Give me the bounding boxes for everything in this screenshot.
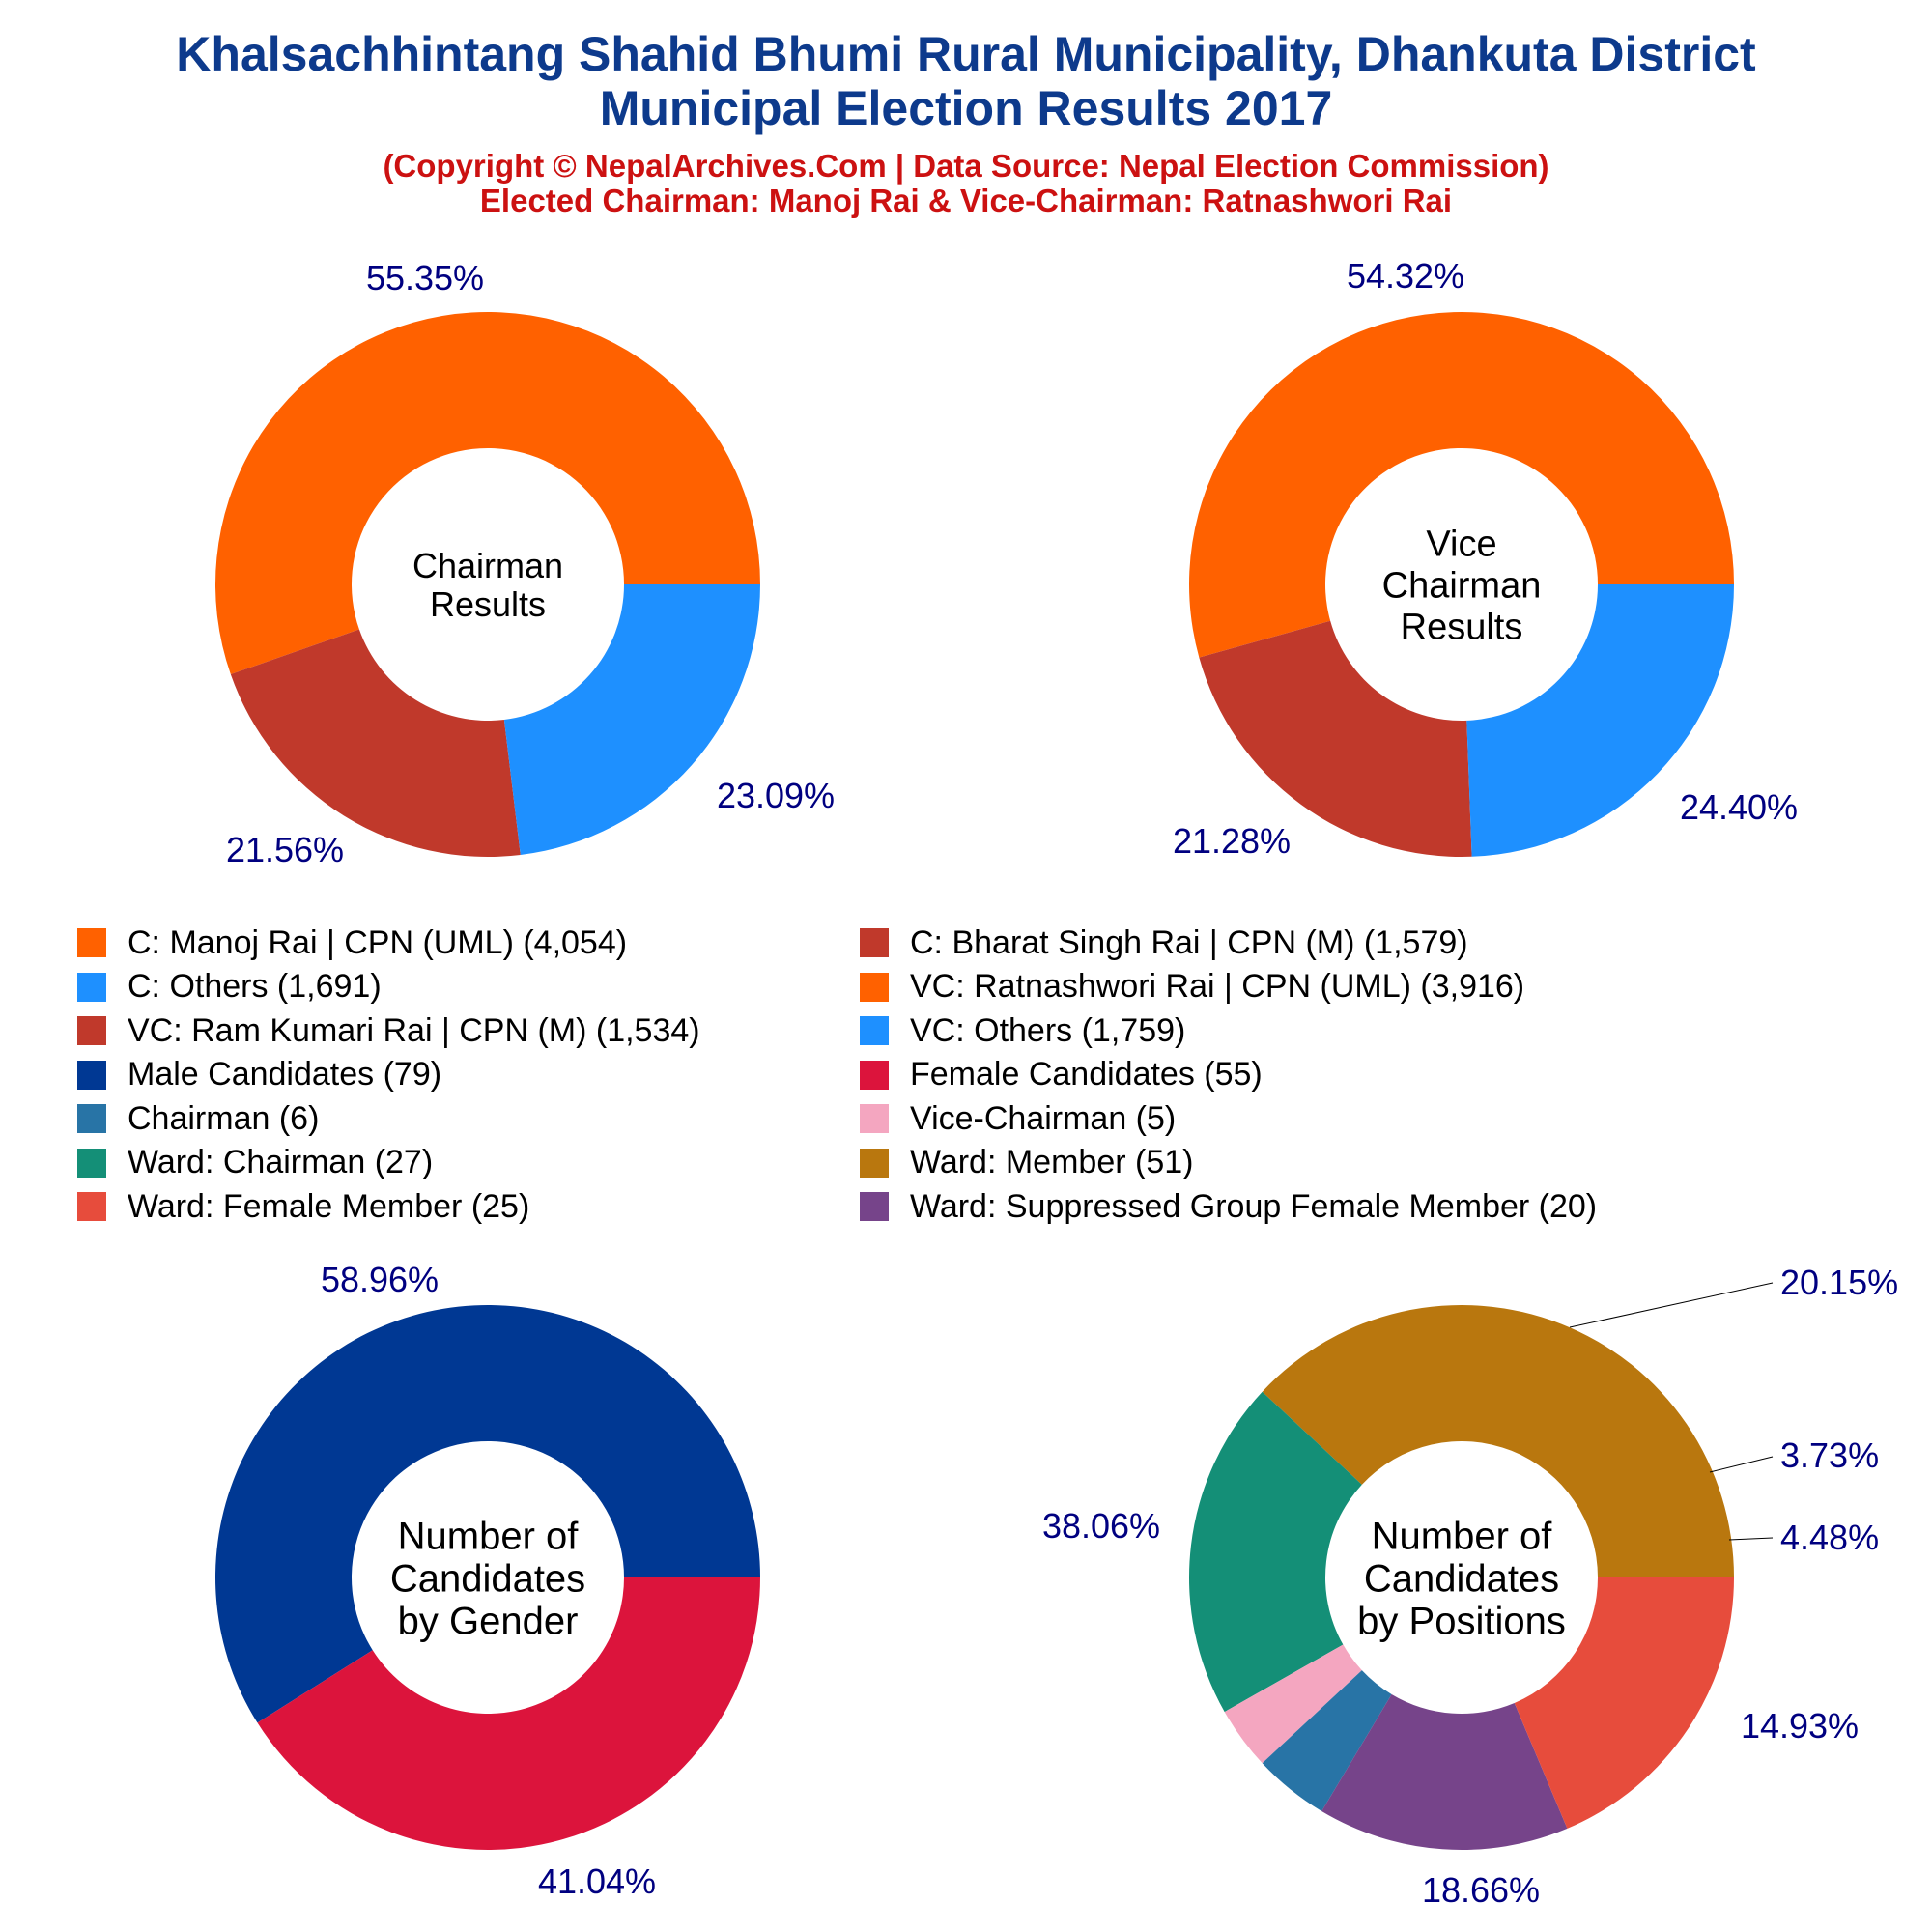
- pie-slice: [1189, 311, 1734, 658]
- label-leader-line: [1709, 1456, 1774, 1473]
- pie-slice: [1514, 1577, 1734, 1829]
- elected-subtitle: Elected Chairman: Manoj Rai & Vice-Chair…: [479, 183, 1453, 218]
- pie-slice: [1466, 584, 1734, 857]
- percent-label: 18.66%: [1422, 1870, 1540, 1910]
- pie-slice: [1262, 1305, 1734, 1577]
- center-label: Results: [1401, 608, 1523, 648]
- percent-label: 24.40%: [1680, 787, 1798, 827]
- pie-slice: [1189, 1391, 1362, 1713]
- center-label: Number of: [1372, 1515, 1553, 1557]
- center-label: Candidates: [1364, 1557, 1559, 1600]
- percent-label: 23.09%: [717, 776, 835, 815]
- center-label: Results: [430, 584, 546, 624]
- chart-title-line2: Municipal Election Results 2017: [599, 81, 1333, 135]
- pie-slice: [1224, 1644, 1362, 1764]
- pie-slice: [257, 1577, 761, 1851]
- percent-label: 55.35%: [366, 258, 484, 298]
- label-leader-line: [1728, 1537, 1774, 1541]
- pie-slice: [214, 312, 761, 675]
- center-label: Number of: [398, 1515, 580, 1557]
- percent-label: 21.28%: [1173, 821, 1291, 861]
- percent-label: 21.56%: [226, 830, 344, 869]
- pie-slice: [1199, 620, 1472, 857]
- percent-label: 38.06%: [1042, 1506, 1160, 1546]
- center-label: by Gender: [398, 1600, 579, 1642]
- label-leader-line: [1569, 1282, 1774, 1328]
- center-label: Vice: [1426, 525, 1496, 565]
- percent-label: 54.32%: [1347, 256, 1464, 296]
- center-label: Chairman: [412, 546, 563, 585]
- pie-slice: [230, 629, 521, 857]
- chart-title-line1: Khalsachhintang Shahid Bhumi Rural Munic…: [176, 27, 1756, 81]
- copyright-subtitle: (Copyright © NepalArchives.Com | Data So…: [383, 148, 1549, 184]
- center-label: Candidates: [390, 1557, 585, 1600]
- pie-slice: [214, 1304, 760, 1723]
- center-label: by Positions: [1357, 1600, 1566, 1642]
- percent-label: 58.96%: [321, 1260, 439, 1299]
- percent-label: 3.73%: [1780, 1435, 1879, 1475]
- percent-label: 41.04%: [538, 1861, 656, 1901]
- percent-label: 4.48%: [1780, 1518, 1879, 1557]
- pie-slice: [503, 584, 760, 855]
- pie-slice: [1321, 1693, 1568, 1850]
- percent-label: 20.15%: [1780, 1263, 1898, 1302]
- center-label: Chairman: [1382, 566, 1542, 607]
- pie-slice: [1262, 1670, 1392, 1811]
- donut-chart: 38.06% 20.15% 3.73% 4.48% 14.93% 18.66% Number…: [1042, 1263, 1898, 1910]
- percent-label: 14.93%: [1741, 1706, 1859, 1746]
